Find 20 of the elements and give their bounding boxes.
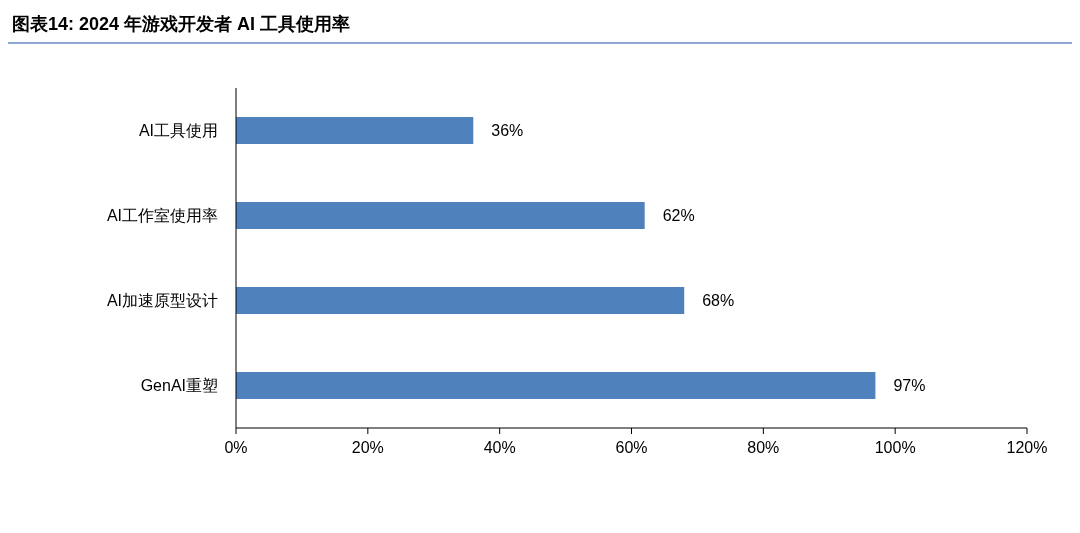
data-label: 36% xyxy=(491,122,524,140)
chart-title: 图表14: 2024 年游戏开发者 AI 工具使用率 xyxy=(11,13,352,36)
x-tick-label: 20% xyxy=(351,439,384,457)
data-label: 97% xyxy=(893,377,926,395)
data-label: 62% xyxy=(662,207,695,225)
y-tick-label: AI工作室使用率 xyxy=(106,207,218,225)
data-label: 68% xyxy=(702,292,735,310)
x-tick-label: 80% xyxy=(747,439,780,457)
x-tick-label: 100% xyxy=(874,439,916,457)
x-tick-label: 120% xyxy=(1006,439,1048,457)
bar xyxy=(236,116,474,144)
bar xyxy=(236,201,645,229)
x-tick-label: 0% xyxy=(224,439,248,457)
y-tick-label: AI工具使用 xyxy=(138,122,218,140)
x-tick-label: 40% xyxy=(483,439,516,457)
y-tick-label: GenAI重塑 xyxy=(140,377,218,395)
bar xyxy=(236,286,685,314)
y-tick-label: AI加速原型设计 xyxy=(106,292,218,310)
bar xyxy=(236,371,876,399)
x-tick-label: 60% xyxy=(615,439,648,457)
